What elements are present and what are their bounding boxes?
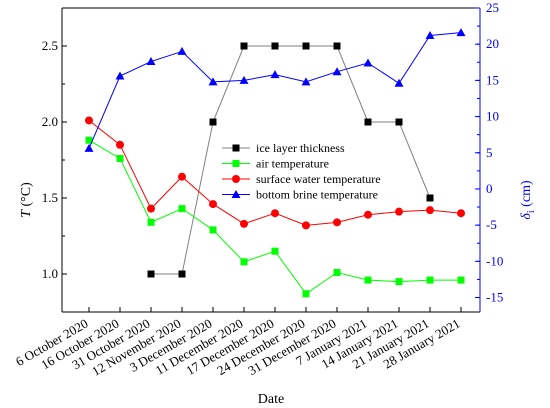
data-point — [270, 70, 280, 79]
series-air-temperature — [85, 136, 465, 298]
data-point — [178, 172, 186, 181]
data-point — [302, 42, 310, 50]
data-point — [240, 258, 248, 266]
right-tick-label: 15 — [486, 72, 499, 87]
data-point — [231, 190, 241, 198]
legend: ice layer thickness air temperaturesurfac… — [222, 141, 381, 202]
data-point — [302, 290, 310, 298]
legend-label: ice layer thickness — [256, 141, 345, 155]
data-point — [209, 226, 217, 234]
data-point — [301, 77, 311, 86]
data-point — [178, 205, 186, 213]
data-point — [240, 42, 248, 50]
data-point — [426, 276, 434, 284]
data-point — [425, 31, 435, 40]
data-point — [115, 71, 125, 80]
y-axis-right-label: δi (cm) — [519, 180, 537, 220]
data-point — [232, 175, 240, 183]
data-point — [84, 143, 94, 152]
data-point — [457, 276, 465, 284]
data-point — [232, 144, 240, 152]
data-point — [85, 136, 93, 144]
right-tick-label: 10 — [486, 109, 499, 124]
right-tick-label: 20 — [486, 36, 499, 51]
data-point — [147, 218, 155, 226]
data-point — [395, 207, 403, 216]
left-tick-label: 2.5 — [42, 38, 58, 53]
legend-entry: surface water temperature — [222, 172, 381, 186]
data-point — [395, 278, 403, 286]
data-point — [147, 270, 155, 278]
data-point — [209, 200, 217, 209]
data-point — [395, 118, 403, 126]
legend-label: surface water temperature — [256, 172, 381, 186]
right-tick-label: -5 — [486, 217, 497, 232]
series-ice-layer-thickness — [147, 42, 434, 278]
left-tick-label: 2.0 — [42, 114, 58, 129]
data-point — [333, 218, 341, 227]
data-point — [333, 42, 341, 50]
data-point — [240, 219, 248, 228]
data-point — [147, 204, 155, 213]
right-y-axis: -15 -10 -5 0 5 10 15 20 25 — [475, 0, 503, 305]
data-point — [116, 154, 124, 162]
right-tick-label: -15 — [486, 290, 503, 305]
right-tick-label: 25 — [486, 0, 499, 15]
data-point — [271, 247, 279, 255]
data-point — [116, 140, 124, 149]
y-axis-left-label: T (°C) — [19, 182, 34, 218]
data-point — [232, 160, 240, 167]
data-point — [426, 206, 434, 215]
data-point — [363, 58, 373, 67]
left-y-axis: 1.0 1.5 2.0 2.5 — [42, 7, 67, 313]
left-tick-label: 1.5 — [42, 190, 58, 205]
data-point — [456, 28, 466, 37]
data-point — [394, 78, 404, 87]
series-line — [151, 45, 431, 275]
legend-entry: ice layer thickness — [222, 141, 345, 155]
series-surface-water-temperature — [85, 116, 465, 230]
data-point — [146, 57, 156, 66]
right-tick-label: 5 — [486, 145, 493, 160]
data-point — [333, 268, 341, 276]
x-axis-label: Date — [258, 392, 284, 407]
data-point — [177, 46, 187, 55]
data-point — [178, 270, 186, 278]
data-point — [426, 194, 434, 202]
data-point — [302, 221, 310, 230]
series-bottom-brine-temperature — [84, 28, 466, 152]
data-point — [85, 116, 93, 125]
legend-entry: bottom brine temperature — [222, 188, 378, 202]
legend-entry: air temperature — [222, 157, 329, 171]
data-point — [364, 210, 372, 219]
data-point — [271, 209, 279, 218]
data-point — [364, 118, 372, 126]
legend-label: air temperature — [256, 157, 329, 171]
data-point — [364, 276, 372, 284]
right-tick-label: 0 — [486, 181, 493, 196]
data-point — [209, 118, 217, 126]
data-point — [271, 42, 279, 50]
data-point — [239, 75, 249, 84]
right-tick-label: -10 — [486, 253, 503, 268]
data-point — [332, 67, 342, 76]
data-point — [457, 209, 465, 218]
data-point — [208, 77, 218, 86]
series-line — [88, 32, 462, 149]
legend-label: bottom brine temperature — [256, 188, 378, 202]
left-tick-label: 1.0 — [42, 266, 58, 281]
series-layer — [84, 28, 466, 298]
